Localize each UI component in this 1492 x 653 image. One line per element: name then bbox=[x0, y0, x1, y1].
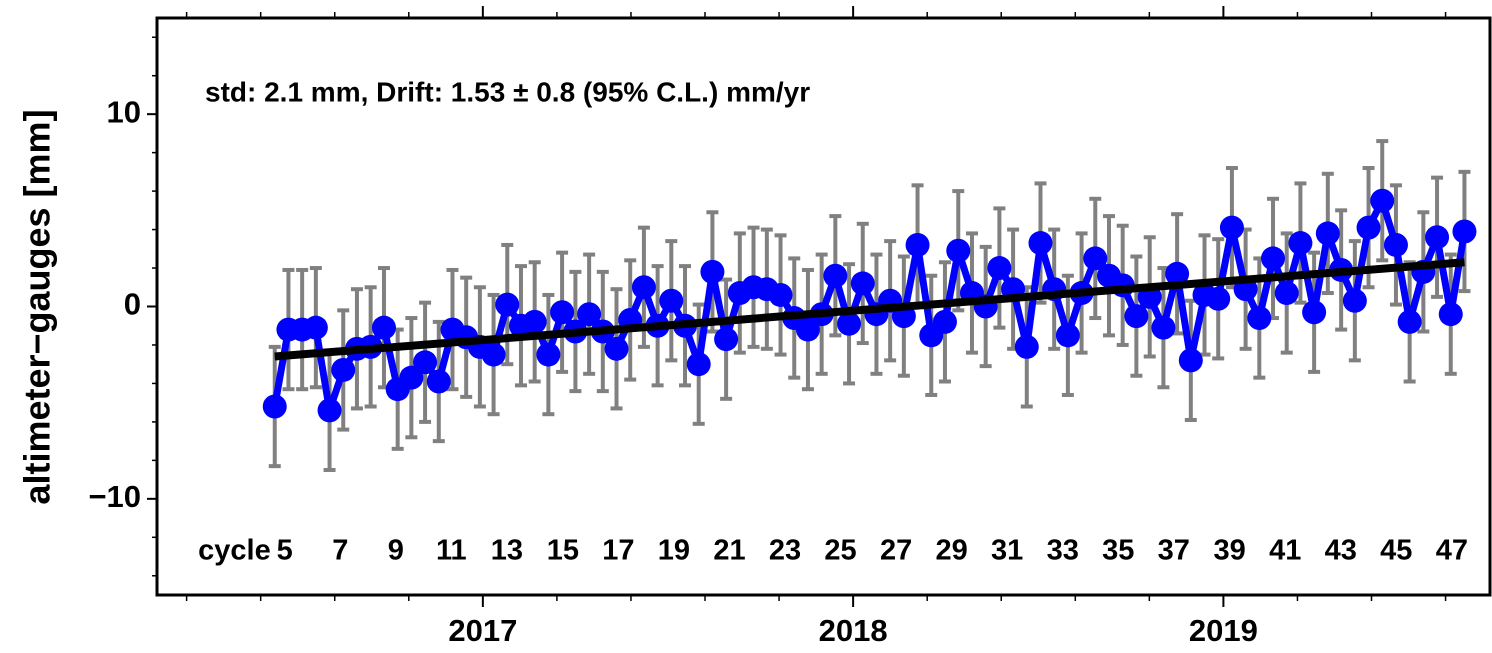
data-point bbox=[905, 232, 930, 257]
x-tick-label: 2018 bbox=[819, 613, 888, 648]
annotation: std: 2.1 mm, Drift: 1.53 ± 0.8 (95% C.L.… bbox=[205, 76, 810, 107]
data-point bbox=[495, 292, 520, 317]
cycle-number: 11 bbox=[436, 535, 467, 567]
data-point bbox=[1151, 315, 1176, 340]
y-tick-label: 0 bbox=[124, 287, 141, 322]
data-point bbox=[1425, 225, 1450, 250]
cycle-number: 39 bbox=[1214, 535, 1246, 567]
data-point bbox=[823, 263, 848, 288]
data-point bbox=[1315, 221, 1340, 246]
data-point bbox=[399, 365, 424, 390]
data-point bbox=[522, 309, 547, 334]
data-point bbox=[1370, 188, 1395, 213]
data-point bbox=[536, 342, 561, 367]
data-point bbox=[932, 309, 957, 334]
data-point bbox=[946, 238, 971, 263]
data-point bbox=[1247, 306, 1272, 331]
cycle-number: 17 bbox=[602, 535, 634, 567]
data-point bbox=[303, 315, 328, 340]
data-point bbox=[331, 357, 356, 382]
cycle-number: 25 bbox=[824, 535, 856, 567]
data-point bbox=[1178, 348, 1203, 373]
x-tick-label: 2017 bbox=[448, 613, 517, 648]
data-point bbox=[795, 317, 820, 342]
data-point bbox=[426, 369, 451, 394]
cycle-number: 23 bbox=[769, 535, 801, 567]
y-axis-label: altimeter−gauges [mm] bbox=[17, 109, 58, 504]
data-point bbox=[987, 256, 1012, 281]
data-point bbox=[850, 271, 875, 296]
data-point bbox=[700, 259, 725, 284]
data-point bbox=[1055, 323, 1080, 348]
data-point bbox=[1261, 246, 1286, 271]
data-point bbox=[1219, 215, 1244, 240]
cycle-number: 35 bbox=[1102, 535, 1134, 567]
data-point bbox=[1438, 302, 1463, 327]
data-point bbox=[631, 275, 656, 300]
cycle-number: 43 bbox=[1325, 535, 1357, 567]
data-point bbox=[1452, 219, 1477, 244]
cycle-number: 31 bbox=[991, 535, 1023, 567]
data-point bbox=[1302, 300, 1327, 325]
data-point bbox=[481, 342, 506, 367]
data-point bbox=[604, 336, 629, 361]
data-point bbox=[686, 352, 711, 377]
data-point bbox=[1083, 246, 1108, 271]
cycle-number: 5 bbox=[277, 535, 293, 567]
data-point bbox=[1165, 261, 1190, 286]
data-point bbox=[577, 302, 602, 327]
data-point bbox=[1028, 231, 1053, 256]
cycle-number: 29 bbox=[935, 535, 967, 567]
x-tick-label: 2019 bbox=[1189, 613, 1258, 648]
data-point bbox=[1206, 286, 1231, 311]
data-point bbox=[714, 327, 739, 352]
data-point bbox=[262, 394, 287, 419]
cycle-number: 15 bbox=[547, 535, 579, 567]
data-point bbox=[659, 288, 684, 313]
cycle-number: 47 bbox=[1436, 535, 1468, 567]
data-point bbox=[1274, 281, 1299, 306]
cycle-number: 37 bbox=[1158, 535, 1190, 567]
data-point bbox=[1356, 215, 1381, 240]
data-point bbox=[1288, 231, 1313, 256]
cycle-number: 13 bbox=[491, 535, 523, 567]
cycle-label: cycle bbox=[198, 535, 271, 567]
cycle-number: 19 bbox=[658, 535, 690, 567]
data-point bbox=[317, 398, 342, 423]
y-tick-label: −10 bbox=[88, 479, 141, 514]
data-point bbox=[413, 350, 438, 375]
data-point bbox=[1014, 334, 1039, 359]
cycle-number: 21 bbox=[713, 535, 745, 567]
data-point bbox=[550, 300, 575, 325]
data-point bbox=[1383, 232, 1408, 257]
data-point bbox=[768, 282, 793, 307]
cycle-number: 27 bbox=[880, 535, 912, 567]
data-point bbox=[1342, 288, 1367, 313]
cycle-number: 45 bbox=[1380, 535, 1412, 567]
data-point bbox=[1397, 309, 1422, 334]
y-tick-label: 10 bbox=[107, 94, 141, 129]
cycle-number: 33 bbox=[1047, 535, 1079, 567]
data-point bbox=[837, 311, 862, 336]
trend-line bbox=[274, 258, 1465, 361]
cycle-number: 9 bbox=[388, 535, 404, 567]
data-point bbox=[1124, 304, 1149, 329]
cycle-number: 41 bbox=[1269, 535, 1301, 567]
cycle-number: 7 bbox=[332, 535, 348, 567]
data-point bbox=[371, 315, 396, 340]
